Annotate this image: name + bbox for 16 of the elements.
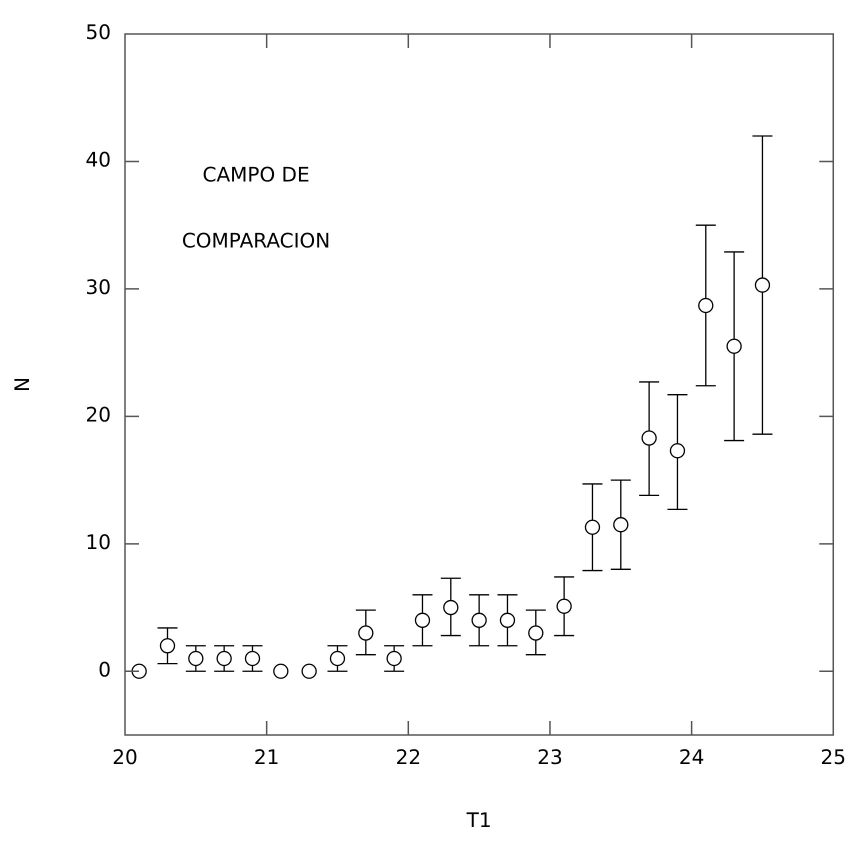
y-tick-label: 20 [86,402,111,427]
x-tick-label: 24 [678,745,704,770]
y-tick-label: 50 [86,20,111,44]
y-tick-label: 10 [86,530,111,554]
x-tick-label: 22 [396,745,422,770]
annotation: COMPARACION [182,228,330,252]
x-tick-label: 20 [112,745,138,770]
annotation: CAMPO DE [202,162,310,186]
x-tick-label: 21 [254,745,280,770]
x-tick-label: 23 [537,745,563,770]
y-tick-label: 30 [86,275,111,300]
x-axis-title: T1 [466,808,492,832]
y-tick-label: 40 [86,148,111,172]
y-tick-label: 0 [98,657,111,682]
y-axis-title: N [10,377,34,392]
x-tick-label: 25 [820,745,846,770]
